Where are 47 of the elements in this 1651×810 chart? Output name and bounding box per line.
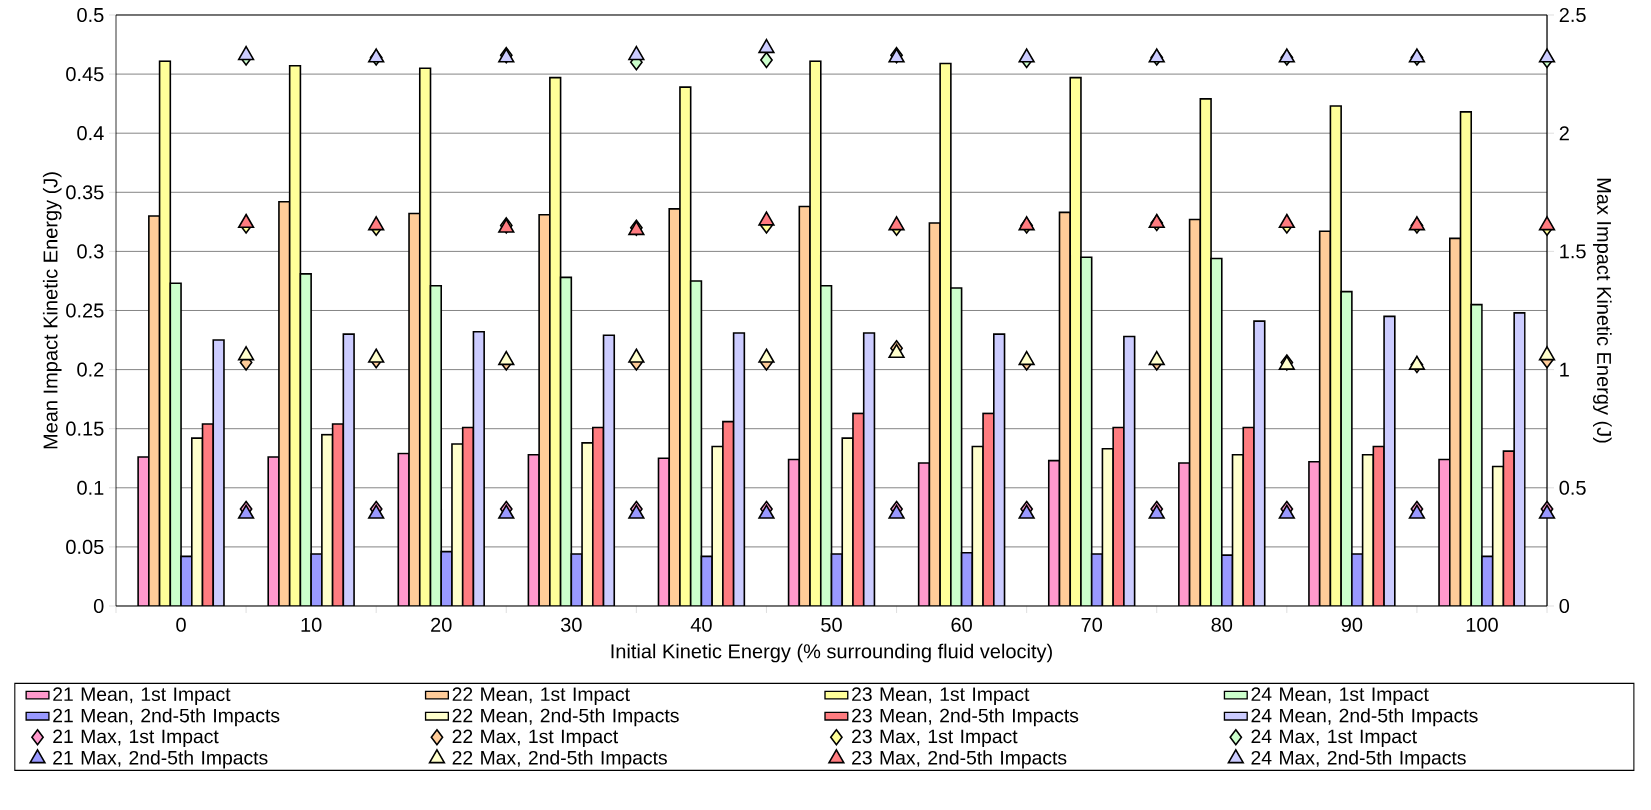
y-tick-label: 0.35 [66,185,104,200]
x-axis-title: Initial Kinetic Energy (% surrounding fluid velocity) [611,643,1052,663]
x-tick-label: 0 [176,617,186,632]
x-tick-label: 30 [560,617,582,632]
x-tick-label: 100 [1466,617,1498,632]
legend-label: 23 Max, 1st Impact [852,729,1018,748]
x-tick-label: 20 [431,617,452,632]
legend-label: 21 Mean, 1st Impact [53,687,231,705]
legend-label: 21 Max, 2nd-5th Impacts [53,750,268,769]
y-tick-label: 0.25 [66,303,104,318]
y-tick-label: 0.45 [66,67,104,82]
y-tick-label: 0.3 [77,244,104,259]
legend-label: 24 Mean, 2nd-5th Impacts [1251,708,1478,727]
x-tick-label: 10 [301,617,322,632]
y2-tick-label: 2.5 [1559,7,1586,23]
y-axis-title: Mean Impact Kinetic Energy (J) [42,172,62,449]
x-tick-label: 80 [1211,617,1233,632]
legend-label: 21 Mean, 2nd-5th Impacts [53,708,280,727]
y2-axis-title: Max Impact Kinetic Energy (J) [1593,178,1612,443]
y-tick-label: 0.2 [77,362,104,377]
y-tick-label: 0.15 [66,421,104,436]
x-tick-label: 90 [1341,617,1363,632]
y2-tick-label: 0.5 [1559,480,1586,495]
y-tick-label: 0.5 [77,7,104,23]
legend-label: 21 Max, 1st Impact [53,729,219,748]
legend-label: 23 Mean, 2nd-5th Impacts [852,708,1079,727]
legend-label: 24 Mean, 1st Impact [1251,687,1429,705]
legend-label: 22 Max, 2nd-5th Impacts [452,750,667,769]
y2-tick-label: 0 [1559,598,1570,614]
legend-label: 23 Mean, 1st Impact [852,687,1030,705]
y-tick-label: 0.4 [77,126,104,141]
y2-tick-label: 1.5 [1560,244,1586,259]
legend-label: 23 Max, 2nd-5th Impacts [852,750,1067,769]
y-tick-label: 0.1 [77,480,104,495]
legend-label: 22 Mean, 1st Impact [452,687,630,705]
legend-label: 24 Max, 1st Impact [1251,729,1417,748]
x-tick-label: 40 [690,617,712,632]
legend-label: 22 Max, 1st Impact [452,729,619,748]
legend-label: 22 Mean, 2nd-5th Impacts [452,708,679,727]
y-tick-label: 0.05 [66,539,104,554]
y2-tick-label: 1 [1560,362,1569,377]
y2-tick-label: 2 [1559,126,1569,141]
y-tick-label: 0 [93,598,104,614]
x-tick-label: 60 [951,617,972,632]
x-tick-label: 50 [821,617,842,632]
x-tick-label: 70 [1081,617,1103,632]
legend-label: 24 Max, 2nd-5th Impacts [1251,750,1466,769]
